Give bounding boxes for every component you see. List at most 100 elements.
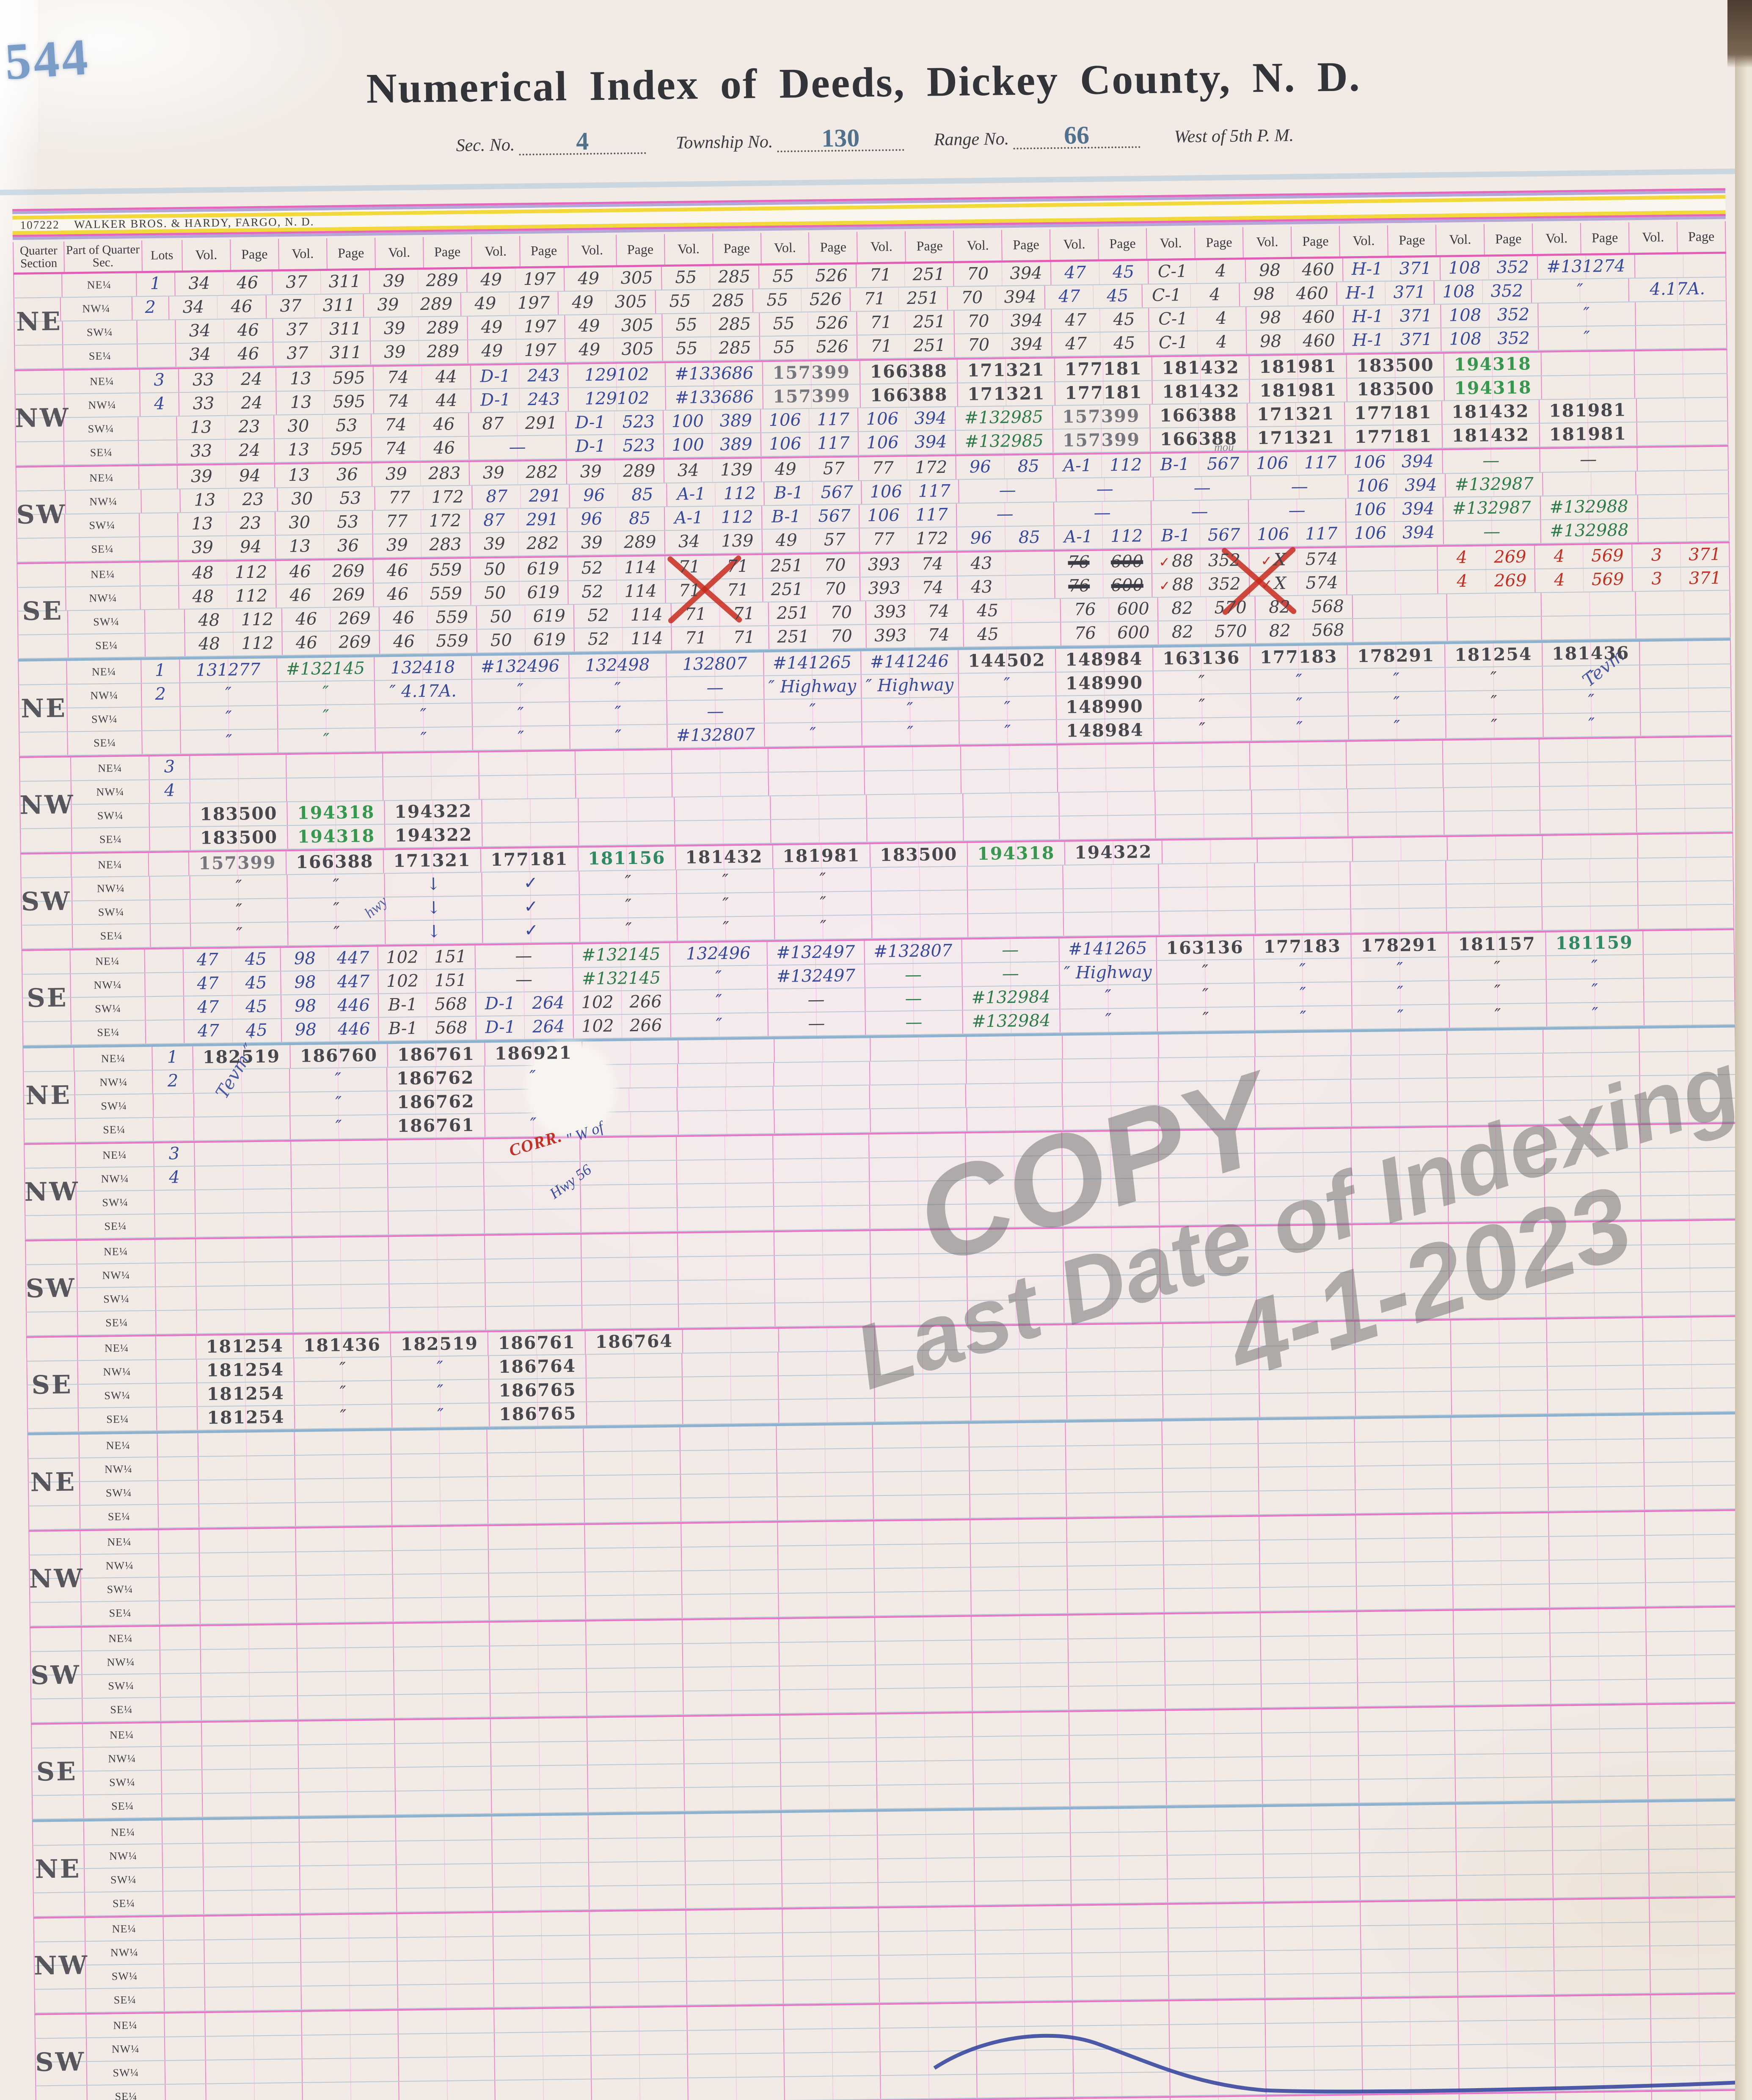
grid-cell xyxy=(1063,911,1160,936)
doc-number: ″ xyxy=(339,1359,346,1379)
vol-value: 76 xyxy=(1068,576,1090,596)
grid-cell: 166388 xyxy=(860,383,959,408)
vol-value: 102 xyxy=(581,992,614,1013)
page-value: 53 xyxy=(337,512,359,532)
grid-cell xyxy=(967,889,1064,913)
doc-number: ″ xyxy=(335,1117,342,1137)
lot-value: 3 xyxy=(140,369,179,393)
vol-value: 55 xyxy=(773,314,795,334)
grid-cell xyxy=(591,2054,688,2079)
part-label: NE¼ xyxy=(83,1723,162,1747)
grid-cell xyxy=(587,1667,683,1692)
vol-value: 49 xyxy=(775,530,798,550)
grid-cell xyxy=(292,1188,388,1212)
grid-cell xyxy=(1634,374,1728,398)
lot-value: 1 xyxy=(152,1046,193,1070)
doc-number: 181981 xyxy=(1259,356,1337,377)
grid-cell xyxy=(302,2058,399,2082)
grid-cell: 48 112 xyxy=(185,632,283,657)
quarter-cell xyxy=(17,538,66,562)
vol-value: 74 xyxy=(385,415,407,435)
doc-number: — xyxy=(706,701,724,721)
part-label: NE¼ xyxy=(84,1820,163,1845)
column-header-page: Page xyxy=(1099,228,1148,259)
grid-cell: ″ xyxy=(472,726,570,750)
grid-cell xyxy=(1443,763,1540,787)
grid-cell xyxy=(1552,1776,1649,1800)
part-label: NE¼ xyxy=(77,1239,156,1264)
vol-value: 106 xyxy=(1356,476,1389,496)
doc-number: 181981 xyxy=(1259,379,1337,401)
grid-cell xyxy=(1067,1565,1164,1589)
doc-number: ″ xyxy=(1004,722,1011,742)
grid-cell: 39 289 xyxy=(370,316,468,341)
grid-cell xyxy=(678,1280,775,1304)
part-label: NE¼ xyxy=(75,1143,154,1167)
vol-value: X xyxy=(1249,549,1298,572)
grid-cell xyxy=(298,1720,395,1744)
doc-number: ″ xyxy=(625,872,631,892)
page-value: 269 xyxy=(339,632,371,652)
grid-cell xyxy=(495,2056,592,2080)
grid-cell xyxy=(1548,1487,1645,1511)
grid-cell xyxy=(780,1762,878,1786)
vol-value: H-1 xyxy=(1351,259,1383,279)
grid-cell xyxy=(295,1478,392,1502)
page-value: 595 xyxy=(332,368,365,388)
grid-cell: 132496 xyxy=(669,942,768,966)
page-value: 45 xyxy=(1107,286,1129,306)
grid-cell: 71 251 xyxy=(857,334,955,359)
grid-cell: ″ xyxy=(294,1357,392,1381)
grid-cell xyxy=(778,1592,876,1617)
doc-number: ″ xyxy=(236,924,243,944)
grid-cell xyxy=(875,1591,972,1616)
grid-cell xyxy=(1646,1582,1743,1606)
grid-cell xyxy=(1542,858,1638,883)
grid-cell xyxy=(1454,1633,1551,1658)
grid-cell xyxy=(1644,1388,1741,1413)
grid-cell xyxy=(295,1502,392,1526)
grid-cell xyxy=(1447,616,1542,641)
doc-number: ″ xyxy=(1397,959,1403,979)
grid-cell: 186765 xyxy=(489,1402,587,1427)
grid-cell xyxy=(1265,1973,1362,1998)
doc-number: ″ xyxy=(1491,716,1498,736)
grid-cell: 106 394 xyxy=(1346,521,1444,546)
grid-cell xyxy=(1068,1638,1165,1662)
grid-cell: — xyxy=(959,478,1057,503)
vol-value: 71 xyxy=(864,289,886,309)
page-value: 172 xyxy=(429,511,462,531)
grid-cell xyxy=(875,1617,972,1641)
grid-cell xyxy=(1168,1927,1265,1951)
page-value: 112 xyxy=(723,483,756,504)
grid-cell: — xyxy=(1251,475,1349,499)
page-value: 139 xyxy=(720,460,753,480)
vol-value: 46 xyxy=(295,609,317,629)
grid-cell xyxy=(493,1935,590,1960)
grid-cell xyxy=(1647,1727,1744,1752)
grid-cell xyxy=(974,1833,1071,1857)
grid-cell: 106 117 xyxy=(760,408,859,433)
vol-value: 106 xyxy=(1256,453,1289,474)
page-value: 70 xyxy=(830,626,853,646)
grid-cell xyxy=(491,1718,588,1742)
grid-cell xyxy=(865,770,962,795)
doc-number: 166388 xyxy=(1160,428,1238,450)
doc-number: — xyxy=(515,970,533,990)
grid-cell: 102 266 xyxy=(573,991,671,1015)
vol-value: 43 xyxy=(971,577,993,597)
doc-number: 157399 xyxy=(772,361,851,383)
vol-value: 55 xyxy=(676,339,698,359)
grid-cell xyxy=(493,1886,590,1911)
page-value: 243 xyxy=(527,366,560,386)
grid-cell xyxy=(398,1984,495,2009)
page-value: 619 xyxy=(527,582,560,603)
grid-cell xyxy=(973,1759,1070,1784)
doc-number: — xyxy=(1193,478,1211,498)
grid-cell xyxy=(203,1842,300,1867)
grid-cell xyxy=(198,1432,295,1456)
grid-cell xyxy=(586,1377,683,1402)
grid-cell xyxy=(492,1789,589,1813)
doc-number: 181436 xyxy=(1551,643,1630,664)
